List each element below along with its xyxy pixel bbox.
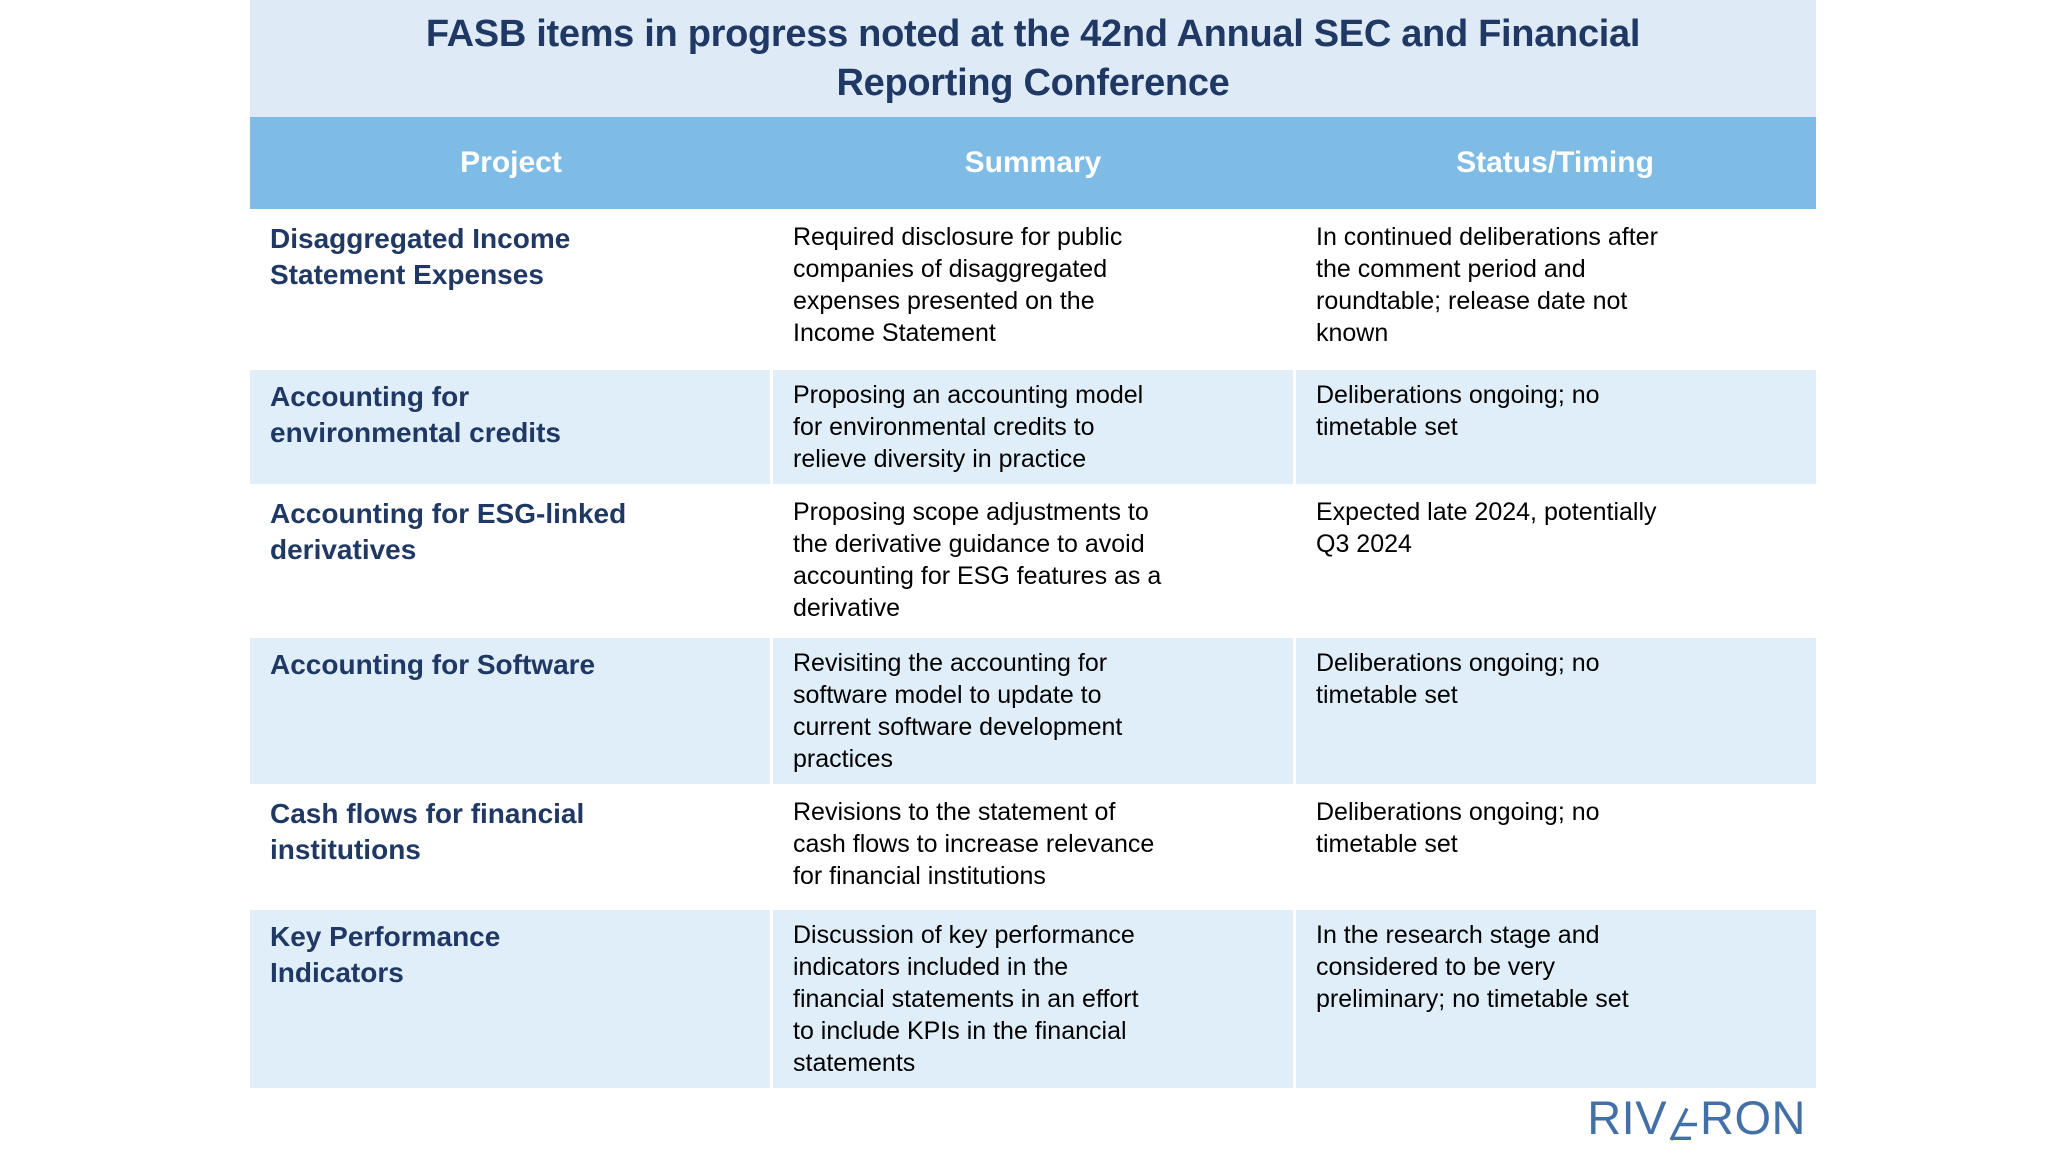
table-row: Cash flows for financial institutions Re…	[250, 787, 1816, 907]
summary-cell: Discussion of key performance indicators…	[773, 910, 1293, 1088]
project-cell: Accounting for environmental credits	[250, 370, 770, 484]
table-row: Key Performance Indicators Discussion of…	[250, 910, 1816, 1088]
status-cell: Deliberations ongoing; no timetable set	[1296, 370, 1816, 484]
table-row: Accounting for Software Revisiting the a…	[250, 638, 1816, 784]
logo-text-ron: RON	[1700, 1091, 1806, 1144]
status-cell: In continued deliberations after the com…	[1296, 212, 1816, 367]
fasb-items-table: FASB items in progress noted at the 42nd…	[250, 0, 1816, 1088]
table-header-row: Project Summary Status/Timing	[250, 117, 1816, 209]
status-cell: Expected late 2024, potentially Q3 2024	[1296, 487, 1816, 635]
column-header-summary: Summary	[964, 146, 1102, 179]
table-row: Accounting for ESG-linked derivatives Pr…	[250, 487, 1816, 635]
summary-cell: Required disclosure for public companies…	[773, 212, 1293, 367]
riveron-logo: RIV RON	[1587, 1094, 1806, 1141]
column-header-status-timing: Status/Timing	[1456, 146, 1654, 179]
logo-stylized-e-icon	[1669, 1107, 1698, 1141]
project-cell: Disaggregated Income Statement Expenses	[250, 212, 770, 367]
status-cell: In the research stage and considered to …	[1296, 910, 1816, 1088]
status-cell: Deliberations ongoing; no timetable set	[1296, 787, 1816, 907]
table-title: FASB items in progress noted at the 42nd…	[250, 0, 1816, 117]
logo-text-riv: RIV	[1587, 1091, 1668, 1144]
project-cell: Accounting for ESG-linked derivatives	[250, 487, 770, 635]
table-row: Accounting for environmental credits Pro…	[250, 370, 1816, 484]
project-cell: Cash flows for financial institutions	[250, 787, 770, 907]
column-header-project: Project	[460, 146, 562, 179]
summary-cell: Proposing scope adjustments to the deriv…	[773, 487, 1293, 635]
project-cell: Key Performance Indicators	[250, 910, 770, 1088]
summary-cell: Revisiting the accounting for software m…	[773, 638, 1293, 784]
summary-cell: Proposing an accounting model for enviro…	[773, 370, 1293, 484]
summary-cell: Revisions to the statement of cash flows…	[773, 787, 1293, 907]
project-cell: Accounting for Software	[250, 638, 770, 784]
status-cell: Deliberations ongoing; no timetable set	[1296, 638, 1816, 784]
table-row: Disaggregated Income Statement Expenses …	[250, 212, 1816, 367]
